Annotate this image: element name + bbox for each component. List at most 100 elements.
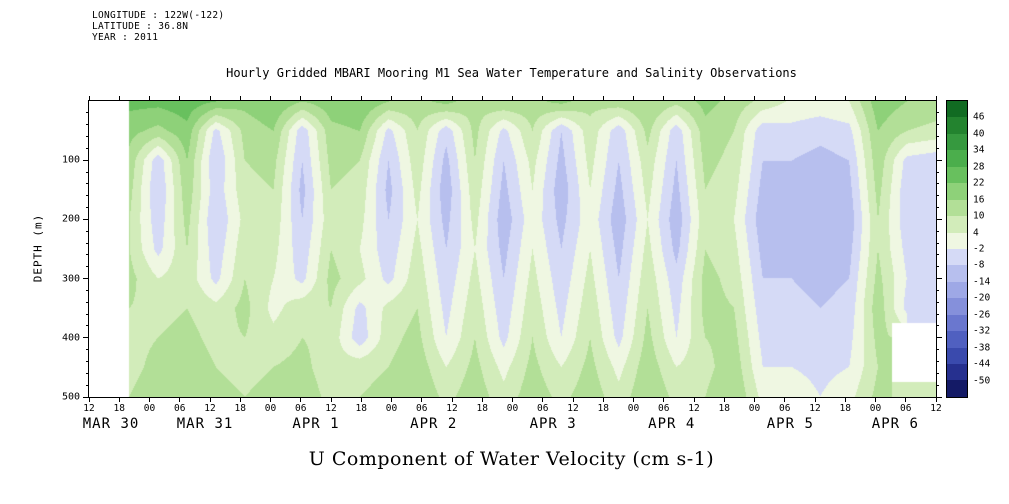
header-info: LONGITUDE : 122W(-122) LATITUDE : 36.8N …: [92, 10, 224, 43]
y-tick-label: 300: [61, 273, 80, 285]
x-tick-mark: [572, 96, 574, 101]
y-minor-tick-mark: [86, 301, 89, 303]
x-tick-label: 00: [869, 403, 882, 414]
x-tick-label: 12: [325, 403, 337, 414]
x-tick-mark: [300, 397, 302, 402]
y-minor-tick-mark: [86, 372, 89, 374]
x-tick-mark: [542, 96, 544, 101]
x-date-label: APR 5: [766, 416, 814, 432]
colorbar-cell: [947, 331, 967, 348]
x-tick-mark: [693, 397, 695, 402]
longitude-label: LONGITUDE : 122W(-122): [92, 10, 225, 21]
colorbar-cell: [947, 265, 967, 282]
x-tick-label: 18: [718, 403, 730, 414]
x-date-label: MAR 31: [176, 416, 234, 432]
y-minor-tick-mark: [936, 313, 939, 315]
x-date-label: APR 4: [648, 416, 696, 432]
x-tick-mark: [633, 96, 634, 101]
colorbar-cell: [947, 199, 967, 217]
y-minor-tick-mark: [936, 325, 939, 327]
x-tick-label: 12: [809, 403, 821, 414]
y-minor-tick-mark: [86, 313, 89, 315]
x-tick-mark: [481, 96, 483, 101]
x-tick-mark: [844, 96, 846, 101]
x-tick-mark: [481, 397, 483, 402]
x-tick-mark: [875, 397, 876, 402]
x-tick-label: 00: [748, 403, 761, 414]
y-tick-mark: [936, 218, 942, 220]
x-tick-label: 18: [234, 403, 246, 414]
x-tick-mark: [784, 96, 786, 101]
x-tick-mark: [633, 397, 634, 402]
y-axis-title: DEPTH (m): [31, 213, 45, 283]
x-tick-mark: [360, 96, 362, 101]
y-minor-tick-mark: [86, 266, 89, 268]
y-minor-tick-mark: [86, 254, 89, 256]
x-tick-mark: [602, 96, 604, 101]
x-tick-label: 12: [446, 403, 458, 414]
y-minor-tick-mark: [86, 112, 89, 114]
colorbar-cell: [947, 183, 967, 200]
colorbar-tick-label: -8: [973, 259, 985, 271]
x-date-label: APR 2: [410, 416, 458, 432]
y-minor-tick-mark: [936, 254, 939, 256]
colorbar-tick-label: -50: [973, 375, 991, 387]
x-tick-label: 06: [416, 403, 428, 414]
x-tick-mark: [814, 96, 816, 101]
colorbar-tick-label: 46: [973, 111, 985, 123]
x-tick-label: 06: [779, 403, 791, 414]
x-tick-label: 18: [113, 403, 125, 414]
y-minor-tick-mark: [86, 325, 89, 327]
x-tick-label: 06: [174, 403, 186, 414]
y-tick-mark: [83, 278, 89, 280]
plot-title: Hourly Gridded MBARI Mooring M1 Sea Wate…: [226, 66, 797, 80]
x-tick-mark: [300, 96, 302, 101]
x-tick-label: 18: [476, 403, 488, 414]
colorbar-cells: [947, 101, 967, 397]
x-tick-mark: [451, 96, 453, 101]
y-minor-tick-mark: [86, 360, 89, 362]
x-tick-label: 06: [537, 403, 549, 414]
y-minor-tick-mark: [936, 384, 939, 386]
colorbar-cell: [947, 281, 967, 299]
y-minor-tick-mark: [936, 372, 939, 374]
y-minor-tick-mark: [86, 349, 89, 351]
y-minor-tick-mark: [86, 230, 89, 232]
x-tick-mark: [663, 397, 665, 402]
y-minor-tick-mark: [936, 360, 939, 362]
plot-area: 12 18 00 06 12 18 00 06 12 18 00 06 12 18 00 06 12 18 00 06…: [62, 96, 942, 432]
colorbar-tick-label: -32: [973, 325, 991, 337]
y-minor-tick-mark: [86, 289, 89, 291]
x-tick-mark: [754, 96, 755, 101]
y-tick-label: 200: [61, 213, 80, 225]
colorbar-tick-label: 10: [973, 210, 985, 222]
x-tick-mark: [602, 397, 604, 402]
x-tick-label: 12: [688, 403, 700, 414]
y-minor-tick-mark: [86, 242, 89, 244]
x-date-label: MAR 30: [82, 416, 140, 432]
x-tick-mark: [118, 96, 120, 101]
year-label: YEAR : 2011: [92, 32, 159, 43]
colorbar-tick-label: -20: [973, 292, 991, 304]
x-tick-mark: [209, 397, 211, 402]
y-tick-mark: [936, 278, 942, 280]
x-tick-mark: [391, 96, 392, 101]
y-minor-tick-mark: [86, 147, 89, 149]
x-tick-mark: [239, 96, 241, 101]
x-tick-mark: [421, 96, 423, 101]
x-tick-label: 00: [385, 403, 398, 414]
x-tick-mark: [784, 397, 786, 402]
colorbar-cell: [947, 166, 967, 184]
y-minor-tick-mark: [936, 266, 939, 268]
y-minor-tick-mark: [936, 136, 939, 138]
y-minor-tick-mark: [936, 230, 939, 232]
colorbar-cell: [947, 314, 967, 332]
y-minor-tick-mark: [936, 195, 939, 197]
colorbar-tick-label: -14: [973, 276, 991, 288]
x-tick-mark: [542, 397, 544, 402]
y-minor-tick-mark: [86, 384, 89, 386]
x-tick-mark: [149, 397, 150, 402]
x-tick-label: 12: [204, 403, 216, 414]
y-tick-label: 400: [61, 332, 80, 344]
